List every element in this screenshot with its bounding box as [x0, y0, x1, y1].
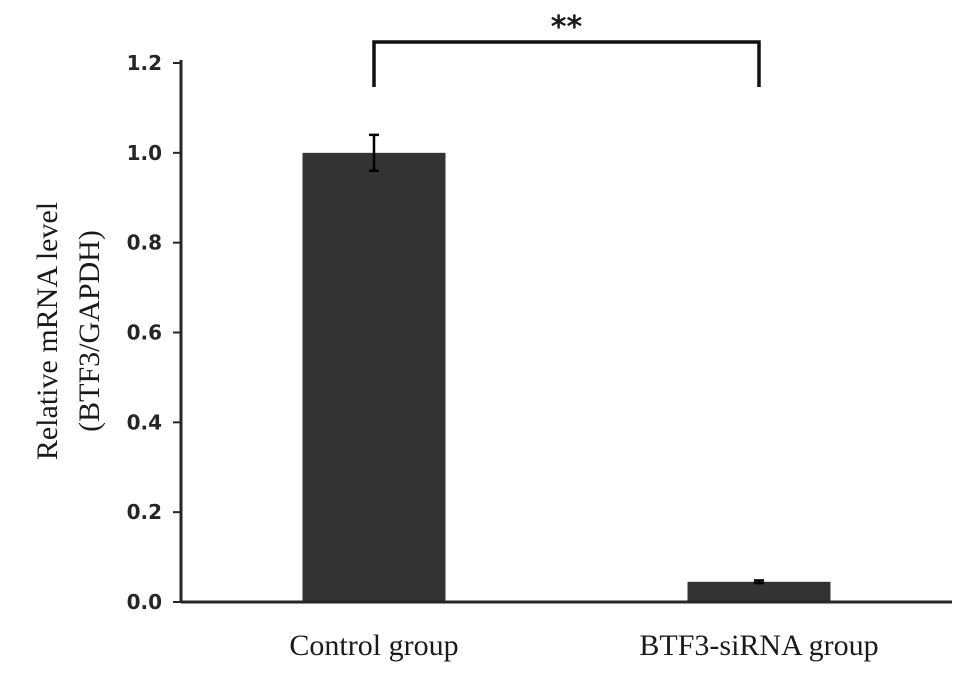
y-tick-label: 1.2: [127, 51, 162, 75]
y-axis-title-line-1: Relative mRNA level: [31, 202, 64, 460]
y-tick-label: 0.8: [127, 231, 162, 255]
significance-bracket-line: [372, 40, 761, 87]
y-tick-label: 0.0: [127, 590, 162, 614]
y-tick-label: 0.6: [127, 321, 162, 345]
bar-btf3-sirna-group: [687, 581, 831, 602]
axes: [179, 60, 952, 604]
error-bars: [369, 133, 764, 585]
y-tick-label: 0.2: [127, 500, 162, 524]
y-axis-title-line-2: (BTF3/GAPDH): [73, 230, 106, 432]
x-category-label: Control group: [289, 629, 458, 662]
significance-bracket: **: [372, 10, 761, 87]
y-axis-title: Relative mRNA level (BTF3/GAPDH): [31, 202, 106, 460]
bar-control-group: [302, 152, 446, 603]
significance-label: **: [551, 10, 583, 45]
y-axis-ticks: 0.0 0.2 0.4 0.6 0.8 1.0 1.2: [127, 51, 181, 614]
y-tick-label: 1.0: [127, 141, 162, 165]
error-bar-btf3-sirna-group: [754, 579, 764, 585]
y-tick-label: 0.4: [127, 410, 162, 434]
x-category-label: BTF3-siRNA group: [639, 629, 878, 662]
bars: [302, 152, 831, 603]
error-bar-control-group: [369, 133, 379, 173]
x-axis-categories: Control group BTF3-siRNA group: [289, 629, 878, 662]
